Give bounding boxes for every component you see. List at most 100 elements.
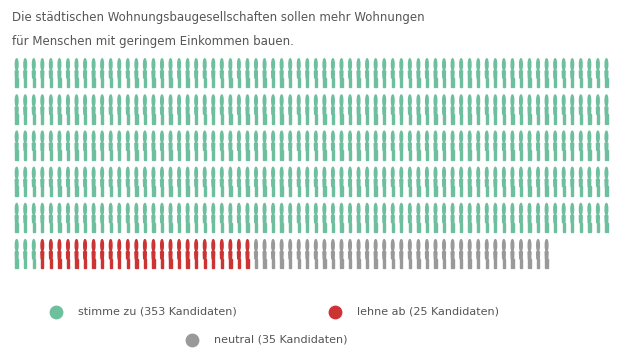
Bar [290,114,291,124]
Bar [237,223,239,232]
Bar [470,114,471,124]
Polygon shape [332,143,334,150]
Ellipse shape [272,59,275,70]
Ellipse shape [562,95,565,106]
Bar [417,150,419,160]
Bar [588,114,589,124]
Bar [401,150,402,160]
Polygon shape [237,216,241,223]
Bar [16,259,17,268]
Polygon shape [451,143,454,150]
Ellipse shape [528,131,531,142]
Polygon shape [41,143,44,150]
Bar [357,150,358,160]
Ellipse shape [451,59,454,70]
Bar [350,259,351,268]
Bar [145,78,146,88]
Bar [333,187,334,196]
Bar [485,114,487,124]
Polygon shape [323,143,326,150]
Bar [494,259,495,268]
Bar [400,114,401,124]
Ellipse shape [494,59,497,70]
Ellipse shape [50,131,52,142]
Bar [118,187,119,196]
Bar [477,78,478,88]
Ellipse shape [66,167,69,179]
Ellipse shape [451,167,454,179]
Polygon shape [280,143,283,150]
Bar [102,223,104,232]
Bar [383,187,384,196]
Polygon shape [229,107,232,114]
Polygon shape [41,252,44,259]
Bar [188,78,189,88]
Bar [409,150,410,160]
Ellipse shape [545,203,548,215]
Ellipse shape [195,203,198,215]
Bar [239,187,240,196]
Ellipse shape [246,131,249,142]
Polygon shape [409,107,411,114]
Polygon shape [237,252,241,259]
Polygon shape [314,107,317,114]
Bar [50,78,51,88]
Bar [460,223,461,232]
Polygon shape [536,107,539,114]
Ellipse shape [109,59,112,70]
Bar [451,187,453,196]
Ellipse shape [434,203,437,215]
Ellipse shape [246,240,249,251]
Polygon shape [417,71,420,78]
Bar [16,114,17,124]
Bar [212,187,213,196]
Bar [161,223,162,232]
Bar [75,150,76,160]
Ellipse shape [178,59,180,70]
Bar [179,78,180,88]
Polygon shape [520,107,523,114]
Ellipse shape [92,131,95,142]
Ellipse shape [451,203,454,215]
Polygon shape [169,143,172,150]
Ellipse shape [434,59,437,70]
Ellipse shape [280,95,283,106]
Polygon shape [186,107,189,114]
Bar [60,150,61,160]
Ellipse shape [237,131,240,142]
Polygon shape [494,252,497,259]
Bar [537,150,538,160]
Bar [359,223,360,232]
Bar [161,114,162,124]
Polygon shape [383,180,386,187]
Polygon shape [41,180,44,187]
Polygon shape [50,107,52,114]
Ellipse shape [280,167,283,179]
Polygon shape [220,71,223,78]
Bar [538,114,539,124]
Ellipse shape [314,167,317,179]
Bar [494,223,495,232]
Polygon shape [528,252,531,259]
Polygon shape [66,143,69,150]
Bar [77,223,78,232]
Ellipse shape [169,167,172,179]
Ellipse shape [511,131,514,142]
Ellipse shape [323,131,326,142]
Bar [323,259,324,268]
Ellipse shape [75,203,78,215]
Bar [562,223,564,232]
Ellipse shape [186,95,189,106]
Ellipse shape [178,95,180,106]
Bar [495,187,497,196]
Polygon shape [297,180,300,187]
Polygon shape [562,216,565,223]
Ellipse shape [554,131,557,142]
Polygon shape [92,252,95,259]
Bar [349,187,350,196]
Bar [102,187,104,196]
Polygon shape [596,71,600,78]
Polygon shape [58,252,61,259]
Bar [383,150,384,160]
Bar [342,223,343,232]
